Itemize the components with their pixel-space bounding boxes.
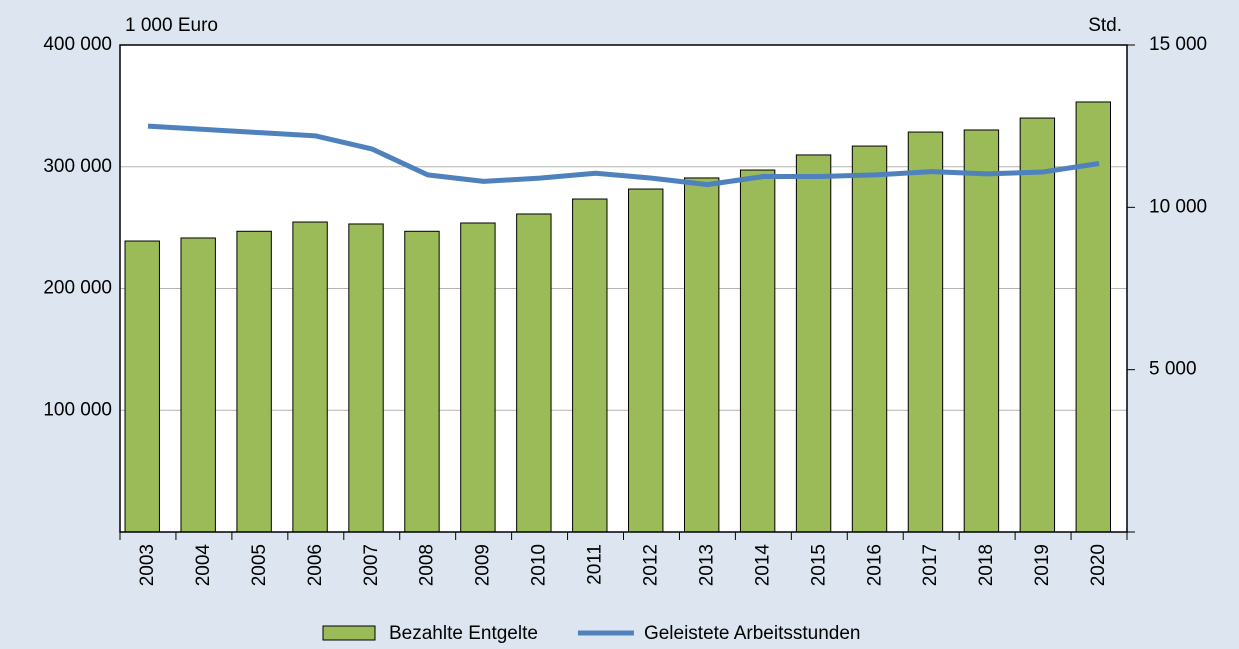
legend-swatch (322, 625, 376, 641)
y-tick-label: 300 000 (43, 156, 112, 177)
bar (739, 169, 776, 533)
bar (628, 188, 664, 533)
x-tick-label: 2015 (808, 544, 829, 586)
bar (907, 131, 944, 533)
y2-unit: Std. (1088, 15, 1122, 36)
plot-frame (119, 44, 1128, 533)
bar (1019, 117, 1056, 533)
x-tick-label: 2017 (920, 544, 941, 586)
bar (180, 237, 216, 533)
x-tick-label: 2009 (473, 544, 494, 586)
bar (516, 213, 552, 533)
x-tick-label: 2007 (361, 544, 382, 586)
y-tick-label: 100 000 (43, 399, 112, 420)
x-tick-label: 2004 (193, 544, 214, 587)
bar (292, 221, 328, 533)
legend-label: Geleistete Arbeitsstunden (644, 623, 861, 644)
x-tick-label: 2020 (1088, 544, 1109, 586)
bar (348, 223, 384, 533)
y-tick-label: 400 000 (43, 34, 112, 55)
y2-tick-label: 15 000 (1149, 34, 1207, 55)
x-tick-label: 2014 (752, 544, 773, 587)
x-tick-label: 2016 (864, 544, 885, 586)
x-tick-label: 2010 (529, 544, 550, 586)
bar (683, 177, 720, 533)
bar (851, 145, 888, 533)
x-tick-label: 2005 (249, 544, 270, 586)
bar (572, 198, 608, 533)
bar (236, 230, 272, 533)
x-tick-label: 2018 (976, 544, 997, 586)
bar (404, 230, 440, 533)
legend-label: Bezahlte Entgelte (389, 623, 538, 644)
y-tick-label: 200 000 (43, 278, 112, 299)
y-unit: 1 000 Euro (125, 15, 218, 36)
x-tick-label: 2019 (1032, 544, 1053, 586)
bar (963, 129, 1000, 533)
x-tick-label: 2013 (696, 544, 717, 586)
bar (795, 154, 832, 533)
y2-tick-label: 5 000 (1149, 359, 1197, 380)
line (147, 123, 1100, 188)
bar (1075, 101, 1111, 533)
bar (460, 222, 496, 533)
x-tick-label: 2003 (137, 544, 158, 586)
x-tick-label: 2011 (585, 544, 606, 585)
x-tick-label: 2012 (640, 544, 661, 586)
y2-tick-label: 10 000 (1149, 196, 1207, 217)
x-tick-label: 2008 (417, 544, 438, 586)
bar (124, 240, 160, 533)
x-tick-label: 2006 (305, 544, 326, 586)
